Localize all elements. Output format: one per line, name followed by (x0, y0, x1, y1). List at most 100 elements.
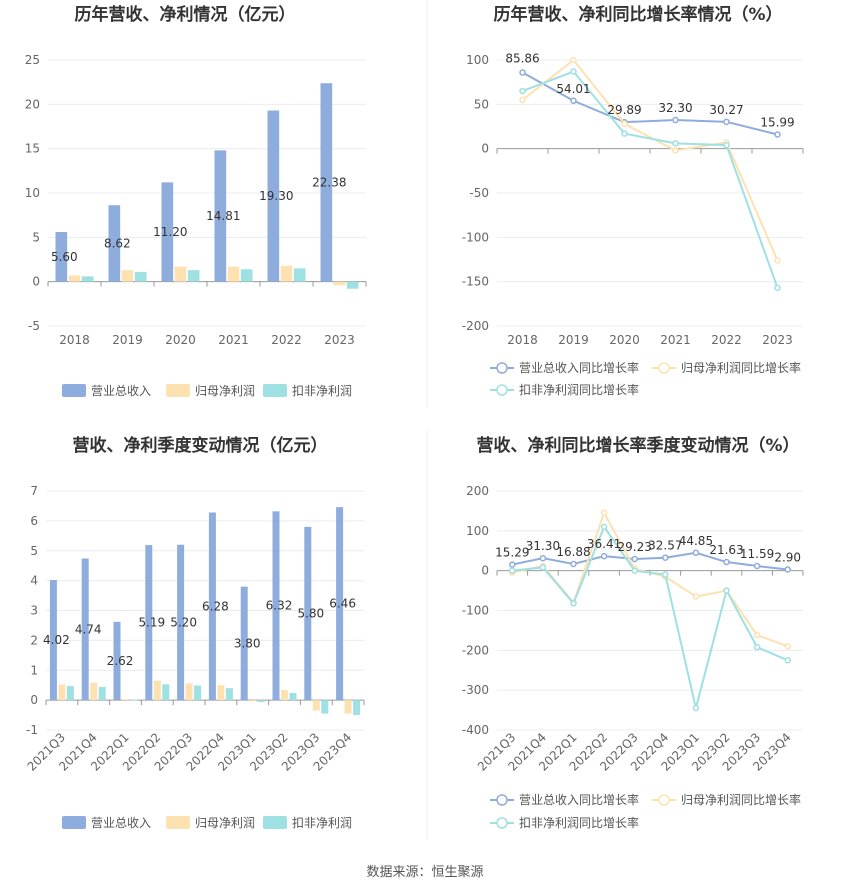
legend-label: 扣非净利润 (292, 384, 352, 398)
x-tick-label: 2023 (324, 333, 355, 347)
bar-net-profit (122, 699, 129, 701)
legend-marker (658, 794, 670, 806)
bar-net-profit (344, 700, 352, 714)
legend-label: 营业总收入 (91, 816, 151, 830)
series-point (784, 643, 791, 650)
bar-net-profit (281, 689, 288, 701)
x-tick-label: 2020 (165, 333, 196, 347)
bar-revenue (267, 110, 280, 282)
series-point (570, 97, 577, 105)
bar-deducted-profit (130, 699, 138, 701)
bar-net-profit (174, 266, 187, 282)
y-tick-label: -1 (26, 723, 38, 737)
x-tick-label: 2022 (271, 333, 302, 347)
series-point (621, 120, 628, 128)
bar-revenue (113, 621, 121, 701)
bar-deducted-profit (346, 281, 359, 289)
series-point (519, 96, 526, 104)
bar-net-profit (153, 680, 161, 701)
point-value-label: 11.59 (740, 547, 774, 561)
chart-annual-bars: 历年营收、净利情况（亿元） -5 0 5 10 15 20 25 2018 2019 2020 202… (25, 4, 367, 398)
bar-net-profit (312, 700, 320, 711)
legend-marker (658, 362, 670, 374)
series-point (774, 284, 781, 292)
x-tick-label: 2018 (59, 333, 90, 347)
bar-deducted-profit (134, 271, 147, 282)
y-tick-label: 15 (25, 142, 40, 156)
y-tick-label: 100 (466, 524, 489, 538)
bar-revenue (304, 526, 312, 701)
legend-swatch (62, 384, 86, 397)
y-tick-label: 5 (30, 544, 38, 558)
x-tick-label: 2022 (711, 333, 742, 347)
bar-value-label: 5.80 (297, 606, 324, 620)
bar-revenue (108, 205, 121, 282)
bar-value-label: 11.20 (153, 225, 187, 239)
bar-deducted-profit (66, 686, 74, 701)
x-tick-label: 2019 (558, 333, 589, 347)
bar-revenue (240, 586, 248, 701)
point-value-label: 31.30 (526, 539, 560, 553)
legend-swatch (166, 816, 190, 829)
series-point (539, 564, 547, 571)
bar-deducted-profit (162, 684, 170, 701)
chart-title: 历年营收、净利同比增长率情况（%） (493, 4, 782, 25)
series-point (600, 552, 608, 560)
bar-value-label: 22.38 (312, 175, 346, 189)
bar-net-profit (217, 685, 225, 701)
bar-deducted-profit (321, 700, 329, 714)
series-point (723, 558, 730, 566)
series-point (509, 561, 516, 568)
bar-revenue (55, 232, 68, 282)
y-tick-label: 20 (25, 97, 40, 111)
point-value-label: 29.23 (618, 540, 652, 554)
x-tick-label: 2019 (112, 333, 143, 347)
series-point (519, 87, 526, 95)
bar-deducted-profit (353, 700, 361, 716)
series-point (570, 560, 577, 568)
series-point (570, 56, 577, 64)
y-tick-label: 10 (25, 186, 40, 200)
y-tick-label: 0 (481, 564, 489, 578)
series-point (753, 643, 761, 651)
series-point (753, 631, 761, 639)
y-tick-label: 2 (30, 633, 38, 647)
legend-marker (496, 794, 508, 806)
bar-deducted-profit (240, 269, 253, 282)
bar-net-profit (90, 682, 98, 701)
legend-label: 归母净利润 (195, 816, 255, 830)
series-point (539, 554, 547, 562)
legend-label: 扣非净利润同比增长率 (519, 382, 639, 397)
bar-value-label: 6.28 (202, 599, 229, 613)
bar-value-label: 2.62 (107, 654, 134, 668)
bar-deducted-profit (187, 270, 200, 282)
bar-net-profit (333, 281, 346, 286)
bar-revenue (272, 511, 280, 701)
legend-swatch (166, 384, 190, 397)
y-tick-label: 50 (474, 97, 489, 111)
bar-value-label: 3.80 (234, 636, 261, 650)
bar-deducted-profit (194, 685, 202, 701)
bar-revenue (336, 507, 344, 701)
y-tick-label: -200 (462, 319, 489, 333)
point-value-label: 21.63 (709, 543, 743, 557)
series-point (672, 116, 679, 124)
bar-net-profit (68, 275, 81, 282)
bar-deducted-profit (257, 700, 265, 702)
chart-annual-growth: 历年营收、净利同比增长率情况（%） -200 -150 -100 -50 0 50 100 20… (462, 4, 804, 397)
y-tick-label: -100 (462, 604, 489, 618)
series-point (570, 600, 577, 607)
bar-value-label: 4.74 (75, 622, 102, 636)
bar-net-profit (58, 684, 66, 701)
y-tick-label: 4 (30, 574, 38, 588)
x-tick-label: 2021 (218, 333, 249, 347)
point-value-label: 30.27 (709, 103, 743, 117)
y-tick-label: 0 (32, 275, 40, 289)
legend-swatch (263, 816, 287, 829)
bar-deducted-profit (225, 688, 233, 701)
series-line-1 (522, 71, 778, 136)
series-point (672, 140, 679, 147)
point-value-label: 32.30 (658, 101, 692, 115)
series-point (753, 562, 761, 570)
